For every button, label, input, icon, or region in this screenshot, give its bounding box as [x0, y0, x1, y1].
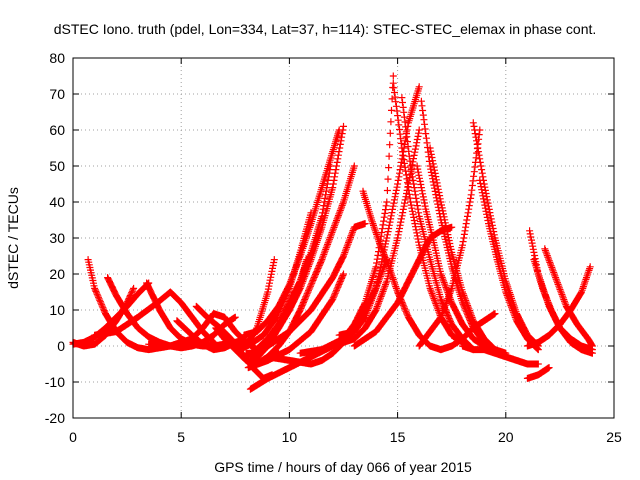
plot-area [69, 72, 596, 393]
series-40 [541, 245, 596, 350]
x-axis-title: GPS time / hours of day 066 of year 2015 [214, 459, 472, 475]
tick-labels: 0 5 10 15 20 25 -20 -10 0 10 20 30 40 50 60 70 80 [45, 50, 622, 445]
y-tick-label: 30 [49, 230, 65, 246]
series-24 [296, 72, 397, 357]
plot-frame [72, 57, 615, 419]
chart-title: dSTEC Iono. truth (pdel, Lon=334, Lat=37… [54, 21, 597, 37]
series-markers [415, 126, 484, 350]
x-tick-label: 20 [498, 429, 514, 445]
x-tick-label: 15 [390, 429, 406, 445]
y-tick-label: 60 [49, 122, 65, 138]
y-tick-label: 10 [49, 302, 65, 318]
series-markers [459, 342, 542, 368]
y-axis-title: dSTEC / TECUs [5, 187, 21, 289]
series-markers [541, 245, 596, 350]
series-37 [437, 310, 499, 354]
series-markers [523, 364, 553, 382]
y-tick-label: 80 [49, 50, 65, 66]
series-markers [296, 72, 397, 357]
x-tick-label: 25 [606, 429, 622, 445]
x-tick-label: 0 [69, 429, 77, 445]
series-32 [350, 223, 456, 350]
y-tick-label: 70 [49, 86, 65, 102]
series-markers [523, 263, 594, 350]
y-tick-label: 20 [49, 266, 65, 282]
x-tick-label: 10 [282, 429, 298, 445]
series-16 [236, 209, 315, 354]
series-36 [459, 342, 542, 368]
series-markers [437, 310, 499, 354]
x-tick-label: 5 [177, 429, 185, 445]
y-tick-label: 0 [57, 338, 65, 354]
y-tick-label: 40 [49, 194, 65, 210]
series-33 [415, 126, 484, 350]
y-tick-label: -20 [45, 410, 65, 426]
series-markers [246, 220, 369, 361]
series-42 [523, 364, 553, 382]
y-tick-label: 50 [49, 158, 65, 174]
series-19 [246, 220, 369, 361]
y-tick-label: -10 [45, 374, 65, 390]
series-markers [350, 223, 456, 350]
series-41 [523, 263, 594, 350]
series-markers [236, 209, 315, 354]
